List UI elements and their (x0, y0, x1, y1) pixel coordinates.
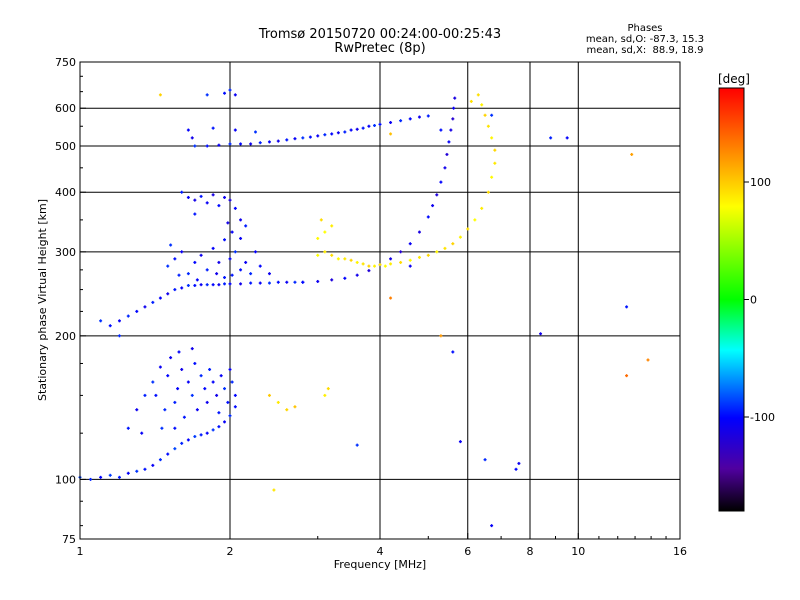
y-axis-label: Stationary phase Virtual Height [km] (36, 199, 49, 401)
chart-title: Tromsø 20150720 00:24:00-00:25:43 (258, 27, 501, 42)
x-tick-label: 6 (464, 545, 471, 558)
chart-subtitle: RwPretec (8p) (334, 41, 425, 56)
x-tick-label: 8 (527, 545, 534, 558)
y-tick-label: 400 (55, 186, 76, 199)
y-tick-label: 600 (55, 102, 76, 115)
x-tick-label: 10 (571, 545, 585, 558)
x-tick-label: 2 (227, 545, 234, 558)
data-points (78, 88, 650, 528)
y-tick-label: 300 (55, 246, 76, 259)
phase-stats-heading: Phases (627, 23, 662, 34)
y-tick-label: 500 (55, 140, 76, 153)
colorbar-tick-label: -100 (750, 411, 775, 424)
x-axis-ticks: 1 2 4 6 8 10 16 (77, 533, 687, 558)
colorbar-unit: [deg] (718, 72, 750, 86)
colorbar-tick-label: 100 (750, 176, 771, 189)
y-axis-ticks: 75 100 200 300 400 500 600 750 (55, 56, 86, 546)
y-tick-label: 75 (62, 533, 76, 546)
x-axis-label: Frequency [MHz] (334, 558, 426, 571)
phase-stats-o: mean, sd,O: -87.3, 15.3 (586, 34, 704, 45)
colorbar-tick-label: 0 (750, 294, 757, 307)
y-tick-label: 100 (55, 473, 76, 486)
grid-lines (80, 62, 680, 539)
y-tick-label: 750 (55, 56, 76, 69)
phase-stats-x: mean, sd,X: 88.9, 18.9 (587, 45, 704, 56)
colorbar-ticks: 100 0 -100 (744, 176, 775, 424)
x-tick-label: 16 (673, 545, 687, 558)
y-tick-label: 200 (55, 330, 76, 343)
x-tick-label: 4 (377, 545, 384, 558)
x-tick-label: 1 (77, 545, 84, 558)
colorbar (718, 87, 745, 512)
